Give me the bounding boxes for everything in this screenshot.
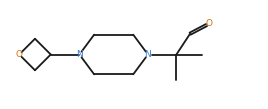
Text: N: N xyxy=(76,50,83,59)
Text: N: N xyxy=(145,50,151,59)
Text: O: O xyxy=(16,50,23,59)
Text: O: O xyxy=(206,19,213,28)
